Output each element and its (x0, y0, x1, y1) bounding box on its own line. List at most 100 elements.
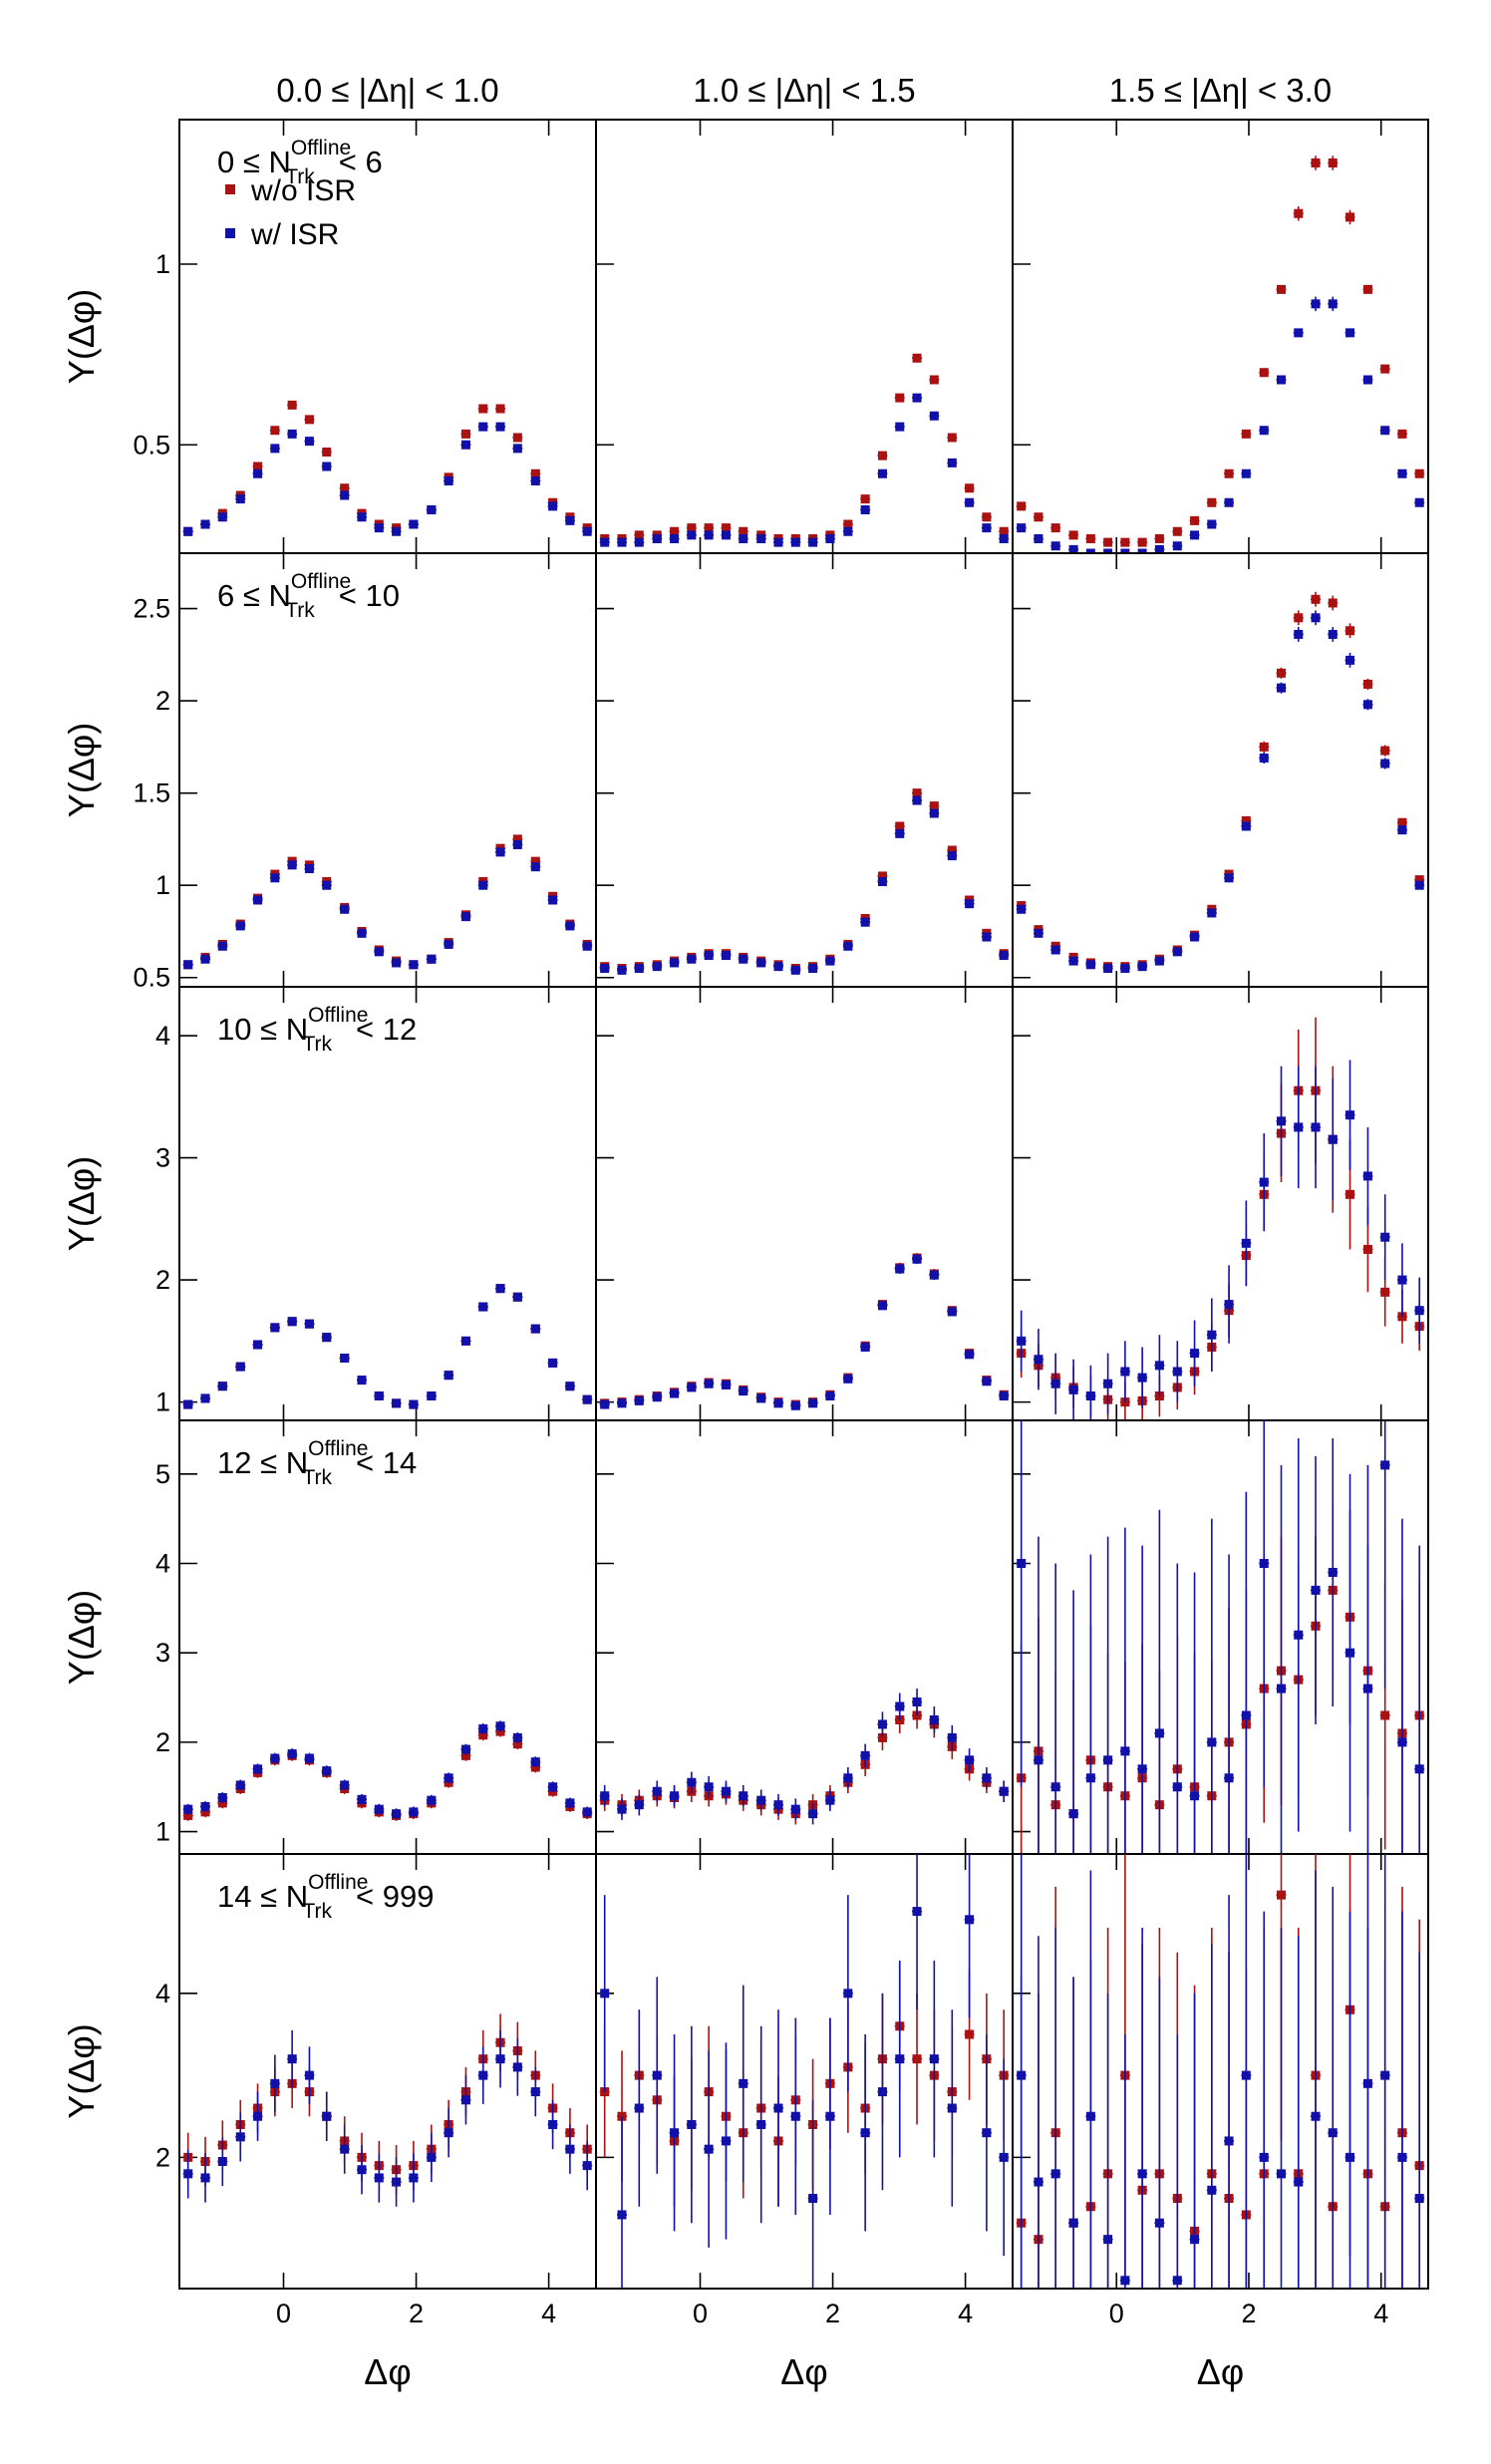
data-point (617, 1804, 627, 1814)
data-point (304, 1319, 314, 1329)
data-point (495, 1721, 505, 1731)
x-axis-title: Δφ (364, 2351, 411, 2392)
data-point (478, 404, 488, 414)
row-label-upper: 10 (365, 578, 399, 613)
data-point (1224, 1300, 1234, 1310)
row-label-lower: 14 (217, 1879, 251, 1914)
data-point (982, 512, 992, 522)
data-point (652, 534, 662, 543)
panel-points (182, 834, 593, 970)
data-point (1172, 1782, 1182, 1792)
data-point (1154, 956, 1164, 966)
data-point (444, 476, 453, 485)
data-point (287, 1749, 297, 1759)
data-point (687, 954, 697, 964)
y-tick-label: 4 (155, 1549, 170, 1579)
data-point (1120, 963, 1130, 973)
data-point (217, 941, 227, 951)
data-point (1172, 2276, 1182, 2286)
panel-frame (178, 1853, 597, 2290)
panel-points (1016, 1854, 1425, 2289)
row-label-sub: Trk (302, 1466, 332, 1489)
row-label-lt: < (356, 1445, 383, 1480)
data-point (1017, 904, 1027, 914)
data-point (1277, 284, 1287, 294)
data-point (634, 530, 644, 540)
data-point (460, 1336, 470, 1346)
data-point (1172, 1367, 1182, 1377)
data-point (322, 1333, 332, 1343)
data-point (739, 1791, 748, 1801)
column-title: 1.5 ≤ |Δη| < 3.0 (1109, 72, 1332, 109)
data-point (895, 393, 905, 403)
data-point (1068, 530, 1078, 540)
row-label-sub: Trk (302, 1900, 332, 1923)
data-point (999, 2152, 1009, 2162)
panel: 0 2 4 (595, 1853, 1014, 2328)
data-point (1190, 932, 1200, 942)
panel-points (1016, 1017, 1425, 1420)
data-point (912, 795, 922, 805)
data-point (773, 1398, 783, 1408)
row-label-upper: 999 (383, 1879, 435, 1914)
data-point (1414, 468, 1424, 478)
data-point (965, 899, 975, 909)
data-point (1224, 1773, 1234, 1783)
y-tick-label: 2.5 (133, 594, 170, 624)
data-point (808, 1809, 818, 1819)
row-label-symbol: ≤ N (251, 1879, 308, 1914)
data-point (183, 1810, 193, 1820)
panel-frame (595, 1853, 1014, 2290)
row-label-sup: Offline (291, 570, 351, 593)
panel-frame (1012, 552, 1429, 988)
data-point (1207, 908, 1217, 918)
panel-frame (595, 986, 1014, 1421)
data-point (860, 494, 870, 504)
data-point (512, 1732, 522, 1742)
row-label-lt: < (356, 1879, 383, 1914)
data-point (1328, 299, 1338, 309)
row-label: 12 ≤ NOffline Trk < 14 (217, 1437, 417, 1489)
data-point (200, 1801, 210, 1811)
data-point (460, 1744, 470, 1754)
data-point (217, 2156, 227, 2166)
data-point (965, 1350, 975, 1360)
y-tick-label: 2 (155, 2142, 170, 2172)
data-point (1017, 501, 1027, 511)
data-point (739, 954, 748, 964)
y-tick-label: 3 (155, 1638, 170, 1668)
data-point (235, 921, 245, 931)
data-point (1328, 598, 1338, 608)
data-point (1103, 537, 1113, 547)
data-point (929, 375, 939, 385)
data-point (1397, 429, 1407, 439)
data-point (912, 1907, 922, 1917)
row-label-symbol: ≤ N (234, 578, 291, 613)
panel-points (1016, 591, 1425, 973)
column-title: 1.0 ≤ |Δη| < 1.5 (693, 72, 915, 109)
data-point (1154, 1728, 1164, 1738)
data-point (1172, 947, 1182, 957)
data-point (1259, 426, 1269, 436)
data-point (1397, 1737, 1407, 1747)
data-point (912, 1254, 922, 1264)
panel-frame (1012, 986, 1429, 1421)
data-point (929, 1714, 939, 1724)
data-point (392, 1809, 402, 1819)
data-point (825, 2111, 835, 2121)
data-point (1154, 1361, 1164, 1371)
data-point (704, 523, 714, 533)
data-point (929, 2054, 939, 2064)
data-point (530, 1757, 540, 1767)
data-point (374, 947, 384, 957)
data-point (982, 523, 992, 533)
x-tick-label: 2 (1241, 2299, 1256, 2328)
data-point (1034, 1355, 1044, 1365)
data-point (322, 462, 332, 471)
data-point (790, 2111, 800, 2121)
data-point (965, 497, 975, 507)
y-tick-label: 2 (155, 686, 170, 716)
y-axis-title: Y(Δφ) (61, 723, 102, 817)
data-point (1328, 158, 1338, 167)
row-label-lower: 10 (217, 1012, 251, 1047)
